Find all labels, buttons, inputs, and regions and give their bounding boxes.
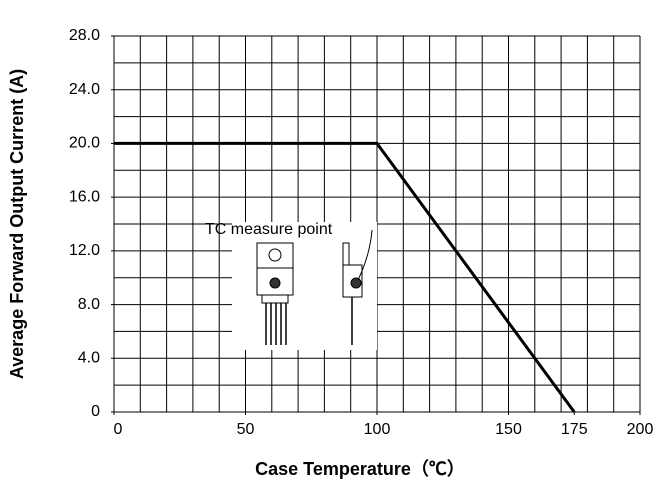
x-axis-title: Case Temperature（℃） <box>255 459 465 479</box>
package-icons <box>256 229 373 345</box>
x-tick-label: 150 <box>495 421 522 438</box>
x-tick-label: 175 <box>561 421 588 438</box>
line <box>114 141 576 413</box>
y-tick-label: 20.0 <box>69 135 100 152</box>
y-tick-label: 4.0 <box>78 350 100 367</box>
x-tick-label: 0 <box>114 421 123 438</box>
y-tick-label: 12.0 <box>69 242 100 259</box>
x-tick-label: 50 <box>237 421 255 438</box>
y-tick-label: 16.0 <box>69 188 100 205</box>
y-tick-label: 24.0 <box>69 81 100 98</box>
annotation: TC measure point <box>205 221 333 238</box>
y-tick-label: 28.0 <box>69 27 100 44</box>
x-tick-label: 100 <box>364 421 391 438</box>
y-tick-label: 0 <box>91 403 100 420</box>
y-tick-label: 8.0 <box>78 296 100 313</box>
y-axis-title: Average Forward Output Current (A) <box>7 69 27 379</box>
x-tick-label: 200 <box>627 421 654 438</box>
